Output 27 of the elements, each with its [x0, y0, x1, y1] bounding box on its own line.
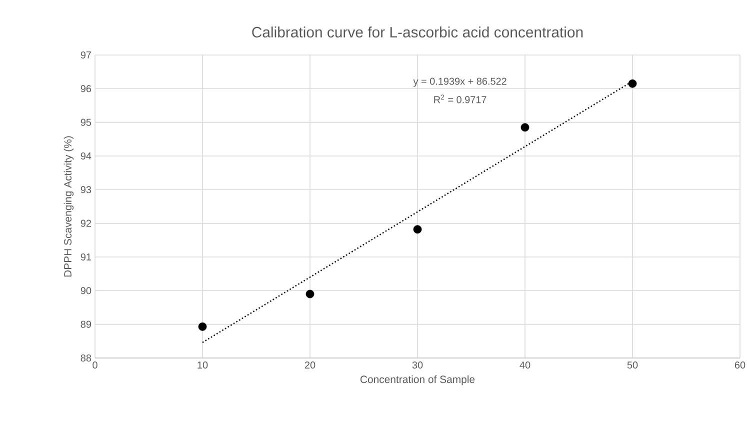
y-tick-label: 88	[80, 354, 92, 362]
y-tick-label: 94	[80, 152, 92, 160]
point	[198, 322, 207, 331]
x-tick-label: 60	[734, 362, 746, 369]
x-tick-label: 50	[627, 362, 638, 369]
x-tick-label: 0	[92, 362, 98, 369]
x-tick-label: 40	[520, 362, 530, 369]
x-tick-label: 30	[412, 362, 423, 369]
chart-title: Calibration curve for L-ascorbic acid concentration	[252, 26, 583, 38]
y-tick-label: 92	[80, 220, 91, 227]
point	[306, 290, 314, 298]
x-axis-title: Concentration of Sample	[360, 375, 475, 386]
y-tick-label: 97	[80, 51, 91, 59]
y-tick-label: 91	[80, 253, 92, 261]
point	[628, 79, 637, 88]
point	[413, 225, 422, 234]
annotation: R$^{2}$ = 0.9717	[434, 94, 486, 104]
x-tick-label: 20	[304, 362, 316, 369]
point	[520, 123, 530, 132]
y-tick-label: 95	[80, 118, 92, 126]
x-tick-label: 10	[198, 362, 208, 369]
annotation: y = 0.1939x + 86.522	[413, 78, 506, 87]
y-axis-title: DPPH Scavenging Activity (%)	[64, 136, 74, 277]
y-tick-label: 89	[80, 320, 92, 328]
y-tick-label: 93	[80, 186, 92, 194]
y-tick-label: 96	[80, 85, 92, 92]
y-tick-label: 90	[80, 287, 92, 294]
